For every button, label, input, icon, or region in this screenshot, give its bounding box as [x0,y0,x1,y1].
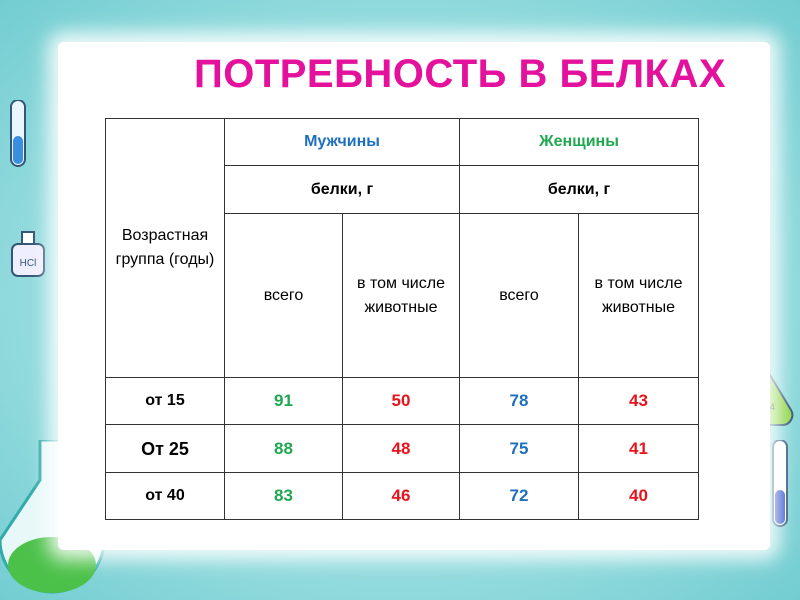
value-cell: 72 [459,472,580,520]
value-cell: 83 [224,472,343,520]
protein-table: Возрастная группа (годы) Мужчины Женщины… [105,118,700,520]
women-header: Женщины [459,118,700,166]
flask-icon [0,440,106,594]
table-row: От 25 88 48 75 41 [105,424,700,473]
slide-title: ПОТРЕБНОСТЬ В БЕЛКАХ [193,52,727,96]
age-cell: От 25 [105,424,225,473]
value-cell: 48 [341,424,461,473]
value-cell: 50 [341,377,461,425]
table-row: от 15 91 50 78 43 [105,377,700,425]
test-tube-icon [10,100,26,167]
value-cell: 43 [578,377,700,425]
value-cell: 75 [459,424,580,473]
men-unit: белки, г [223,165,461,214]
hcl-bottle-icon: HCl [11,231,45,277]
women-animal-header: в том числе животные [578,213,700,378]
age-cell: от 40 [105,472,225,520]
age-cell: от 15 [105,377,225,425]
value-cell: 88 [224,424,343,473]
svg-text:HCl: HCl [20,258,37,269]
value-cell: 91 [224,377,343,425]
value-cell: 78 [459,377,580,425]
women-total-header: всего [459,213,580,378]
age-group-header: Возрастная группа (годы) [105,118,225,378]
men-header: Мужчины [223,118,461,166]
value-cell: 41 [578,424,700,473]
table-row: от 40 83 46 72 40 [105,472,700,520]
value-cell: 46 [341,472,461,520]
women-unit: белки, г [459,165,700,214]
test-tube-icon [772,440,788,527]
value-cell: 40 [578,472,700,520]
men-total-header: всего [224,213,343,378]
men-animal-header: в том числе животные [341,213,461,378]
